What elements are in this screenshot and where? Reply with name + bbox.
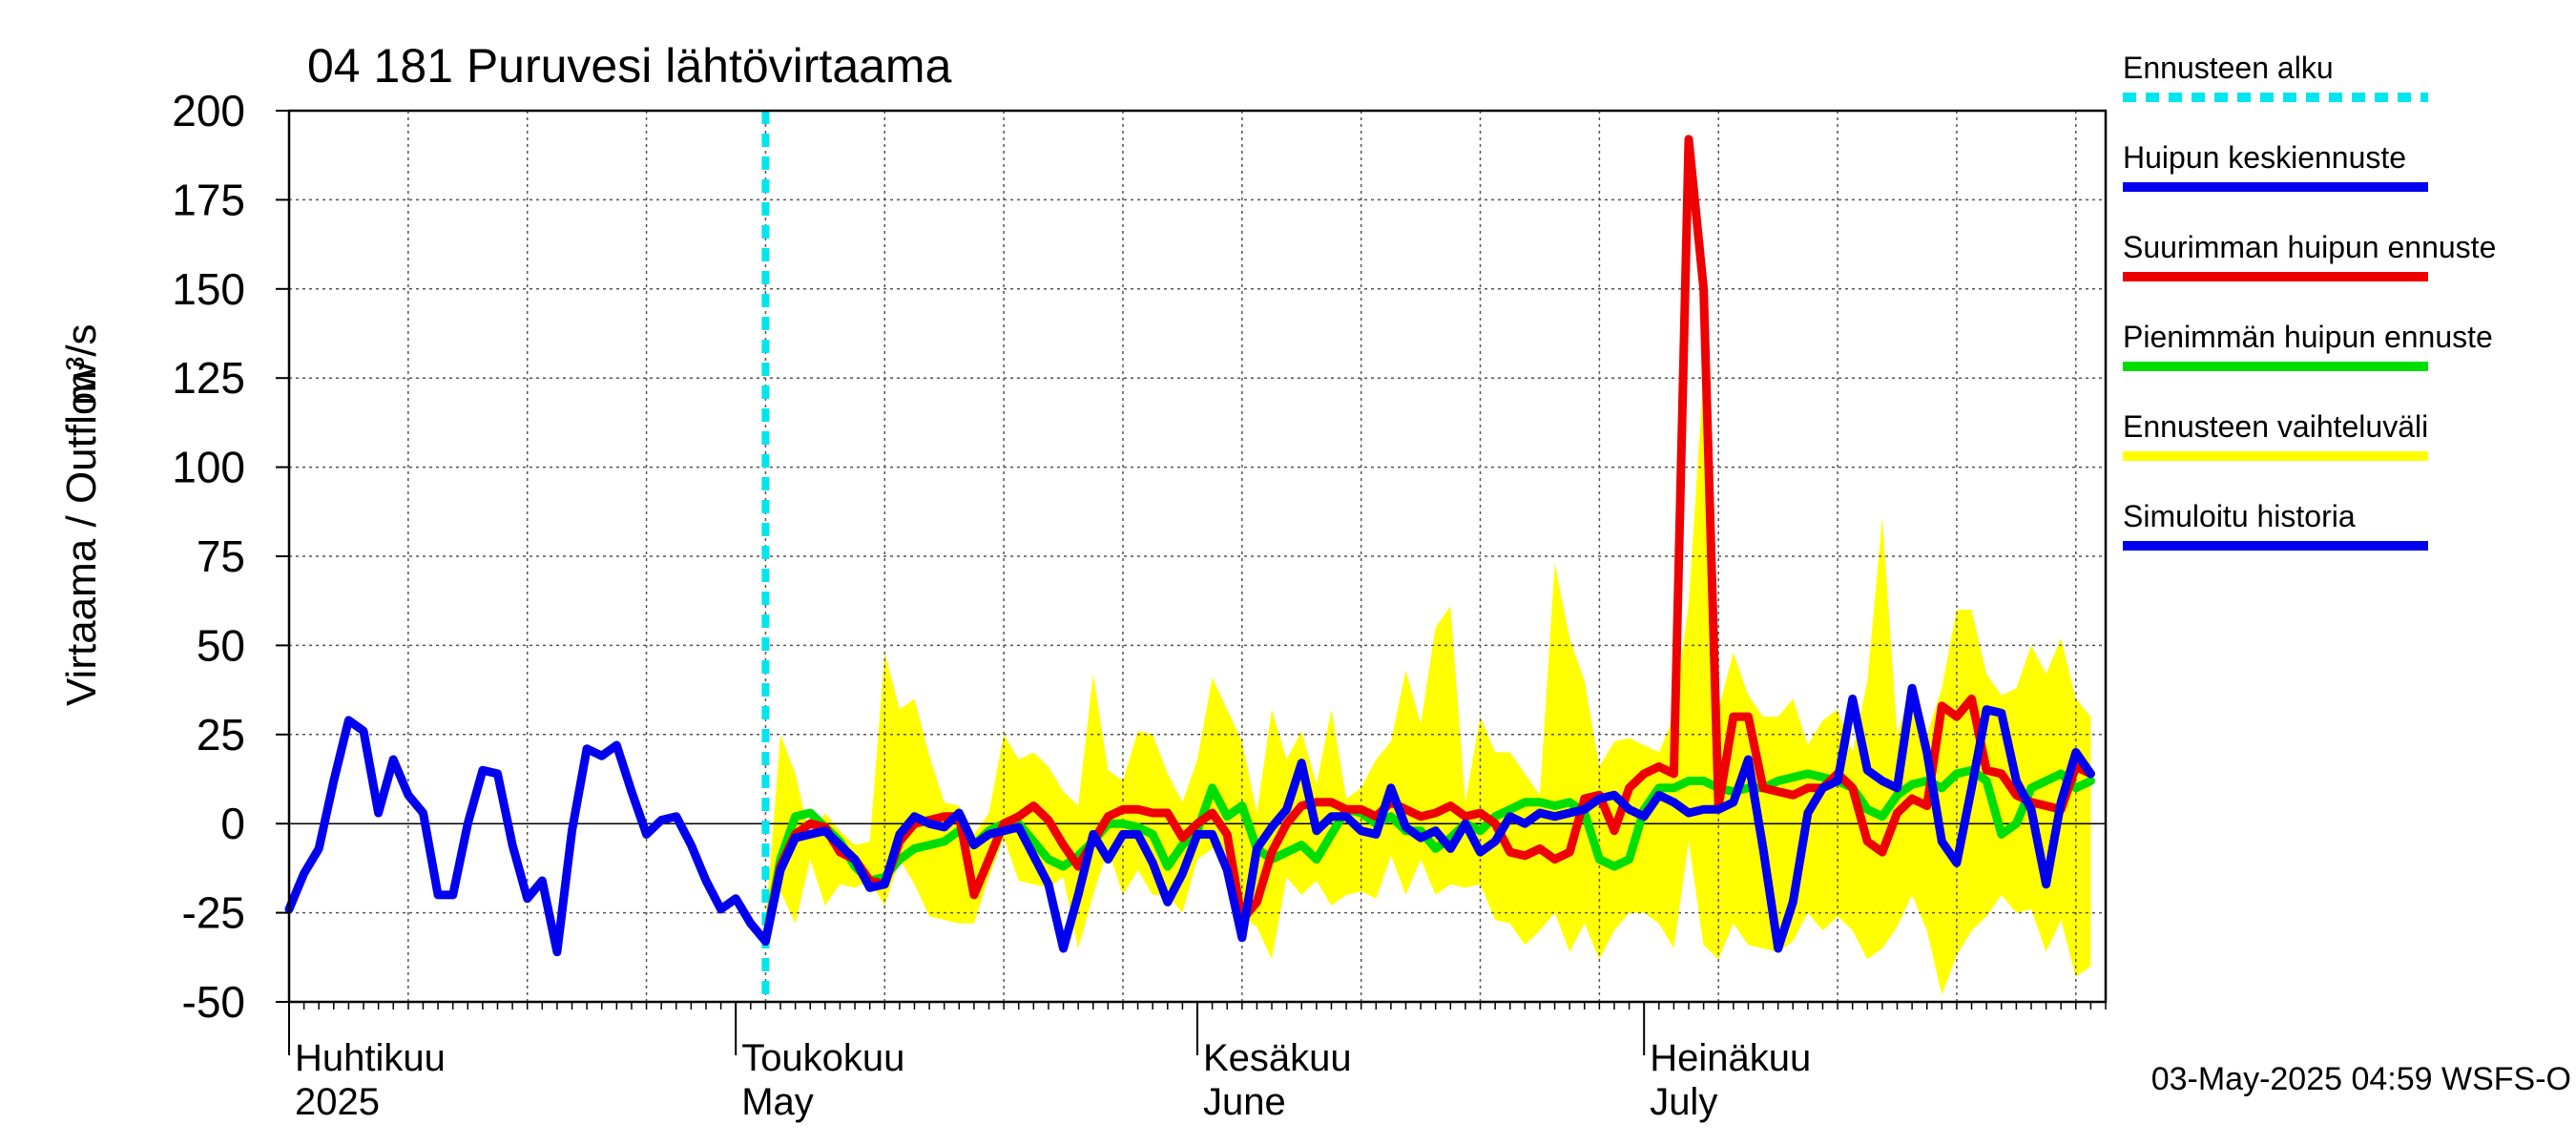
series-huipun-keskiennuste <box>760 683 2095 953</box>
footer-timestamp: 03-May-2025 04:59 WSFS-O <box>2151 1061 2571 1097</box>
y-tick-label: 175 <box>172 175 245 224</box>
y-tick-label: 75 <box>197 531 245 581</box>
y-tick-label: 25 <box>197 710 245 760</box>
y-tick-label: -50 <box>182 977 245 1027</box>
series-simuloitu-historia <box>284 716 770 957</box>
legend-label: Suurimman huipun ennuste <box>2123 230 2496 264</box>
axis-layer: 200 175 150 125 100 75 50 25 0 -25 -50 Huhtikuu2025… <box>172 86 2108 1123</box>
y-tick-label: 100 <box>172 443 245 492</box>
month-label-en: May <box>741 1081 814 1123</box>
y-tick-label: 200 <box>172 86 245 135</box>
legend-label: Ennusteen vaihteluväli <box>2123 409 2428 444</box>
month-label-fi: Toukokuu <box>741 1037 904 1079</box>
series-layer <box>284 111 2095 1002</box>
month-label-fi: Huhtikuu <box>295 1037 446 1079</box>
month-label-en: 2025 <box>295 1081 380 1123</box>
y-axis-label: Virtaama / Outflow <box>58 362 105 706</box>
y-tick-label: 125 <box>172 353 245 403</box>
y-tick-label: 0 <box>220 799 245 848</box>
month-label-en: June <box>1203 1081 1286 1123</box>
legend-label: Ennusteen alku <box>2123 51 2334 85</box>
y-tick-label: -25 <box>182 888 245 938</box>
chart-title: 04 181 Puruvesi lähtövirtaama <box>307 39 952 93</box>
legend-label: Pienimmän huipun ennuste <box>2123 320 2493 354</box>
series-suurimman-huipun-ennuste <box>760 135 2095 946</box>
month-label-fi: Kesäkuu <box>1203 1037 1352 1079</box>
legend-label: Huipun keskiennuste <box>2123 140 2406 175</box>
plot-frame <box>287 109 2108 1004</box>
legend: Ennusteen alku Huipun keskiennuste Suurimm… <box>2123 51 2496 551</box>
y-axis-unit: m³/s <box>58 323 105 406</box>
month-label-en: July <box>1650 1081 1717 1123</box>
y-tick-label: 50 <box>197 620 245 670</box>
y-tick-label: 150 <box>172 264 245 314</box>
month-label-fi: Heinäkuu <box>1650 1037 1811 1079</box>
legend-label: Simuloitu historia <box>2123 499 2356 533</box>
